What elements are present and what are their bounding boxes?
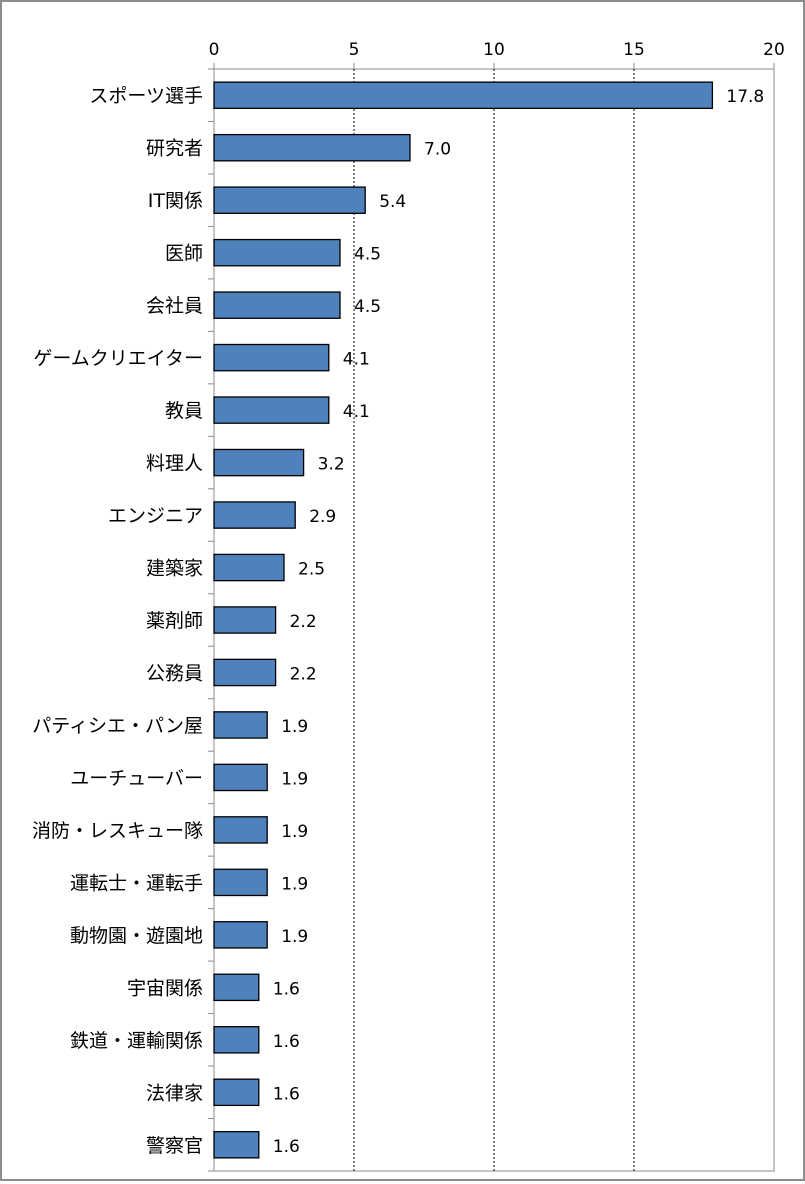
data-label: 1.9	[281, 927, 308, 947]
bar	[213, 658, 277, 687]
data-label: 5.4	[379, 192, 406, 212]
category-label: 薬剤師	[146, 610, 203, 632]
bars	[213, 81, 714, 1159]
category-label: 警察官	[146, 1135, 203, 1157]
bar	[213, 1078, 260, 1107]
bar	[213, 1130, 260, 1159]
data-label: 1.9	[281, 769, 308, 789]
bar	[213, 763, 268, 792]
category-label: 医師	[165, 243, 203, 265]
x-axis-ticks: 0 5 10 15 20	[209, 40, 785, 69]
x-tick-label: 5	[349, 40, 360, 60]
category-label: 宇宙関係	[127, 977, 203, 999]
category-label: 会社員	[146, 295, 203, 317]
category-label: スポーツ選手	[89, 85, 203, 107]
data-labels: 17.8 7.0 5.4 4.5 4.5 4.1 4.1 3.2 2.9 2.5 2.2 2.2 1.9…	[273, 87, 764, 1157]
data-label: 4.5	[354, 245, 381, 265]
category-label: 運転士・運転手	[70, 872, 203, 894]
category-label: 教員	[165, 400, 203, 422]
data-label: 1.6	[273, 979, 300, 999]
bar	[213, 81, 714, 110]
bar	[213, 553, 285, 582]
category-label: 公務員	[146, 662, 203, 684]
data-label: 7.0	[424, 140, 451, 160]
category-label: IT関係	[148, 190, 203, 212]
bar	[213, 1026, 260, 1054]
bar	[213, 816, 268, 844]
data-label: 4.5	[354, 297, 381, 317]
data-label: 2.5	[298, 560, 325, 580]
x-tick-label: 15	[623, 40, 645, 60]
bar	[213, 606, 277, 634]
category-label: 建築家	[146, 558, 203, 580]
data-label: 4.1	[343, 350, 370, 370]
data-label: 2.2	[290, 612, 317, 632]
data-label: 1.6	[273, 1032, 300, 1052]
data-label: 1.6	[273, 1084, 300, 1104]
data-label: 17.8	[726, 87, 764, 107]
bar	[213, 973, 260, 1002]
data-label: 1.6	[273, 1137, 300, 1157]
data-label: 2.2	[290, 664, 317, 684]
category-label: 法律家	[146, 1082, 203, 1104]
bar	[213, 448, 305, 477]
bar	[213, 868, 268, 897]
y-axis-ticks	[208, 68, 214, 1172]
category-label: エンジニア	[108, 505, 203, 527]
bar	[213, 396, 330, 424]
category-label: 動物園・遊園地	[70, 925, 203, 947]
bar	[213, 291, 341, 319]
data-label: 1.9	[281, 874, 308, 894]
bar	[213, 711, 268, 739]
bar	[213, 921, 268, 949]
category-label: ゲームクリエイター	[33, 348, 203, 370]
x-tick-label: 10	[483, 40, 505, 60]
data-label: 1.9	[281, 822, 308, 842]
bar	[213, 238, 341, 267]
bar	[213, 501, 296, 529]
data-label: 4.1	[343, 402, 370, 422]
category-label: 研究者	[146, 138, 203, 160]
data-label: 2.9	[309, 507, 336, 527]
x-tick-label: 0	[209, 40, 220, 60]
category-label: 鉄道・運輸関係	[70, 1030, 203, 1052]
category-label: 消防・レスキュー隊	[32, 820, 203, 842]
bar	[213, 186, 366, 214]
category-label: ユーチューバー	[70, 767, 203, 789]
bar	[213, 343, 330, 372]
category-label: パティシエ・パン屋	[32, 715, 203, 737]
bar	[213, 133, 411, 162]
category-label: 料理人	[146, 453, 203, 475]
x-tick-label: 20	[763, 40, 785, 60]
data-label: 3.2	[318, 455, 345, 475]
data-label: 1.9	[281, 717, 308, 737]
